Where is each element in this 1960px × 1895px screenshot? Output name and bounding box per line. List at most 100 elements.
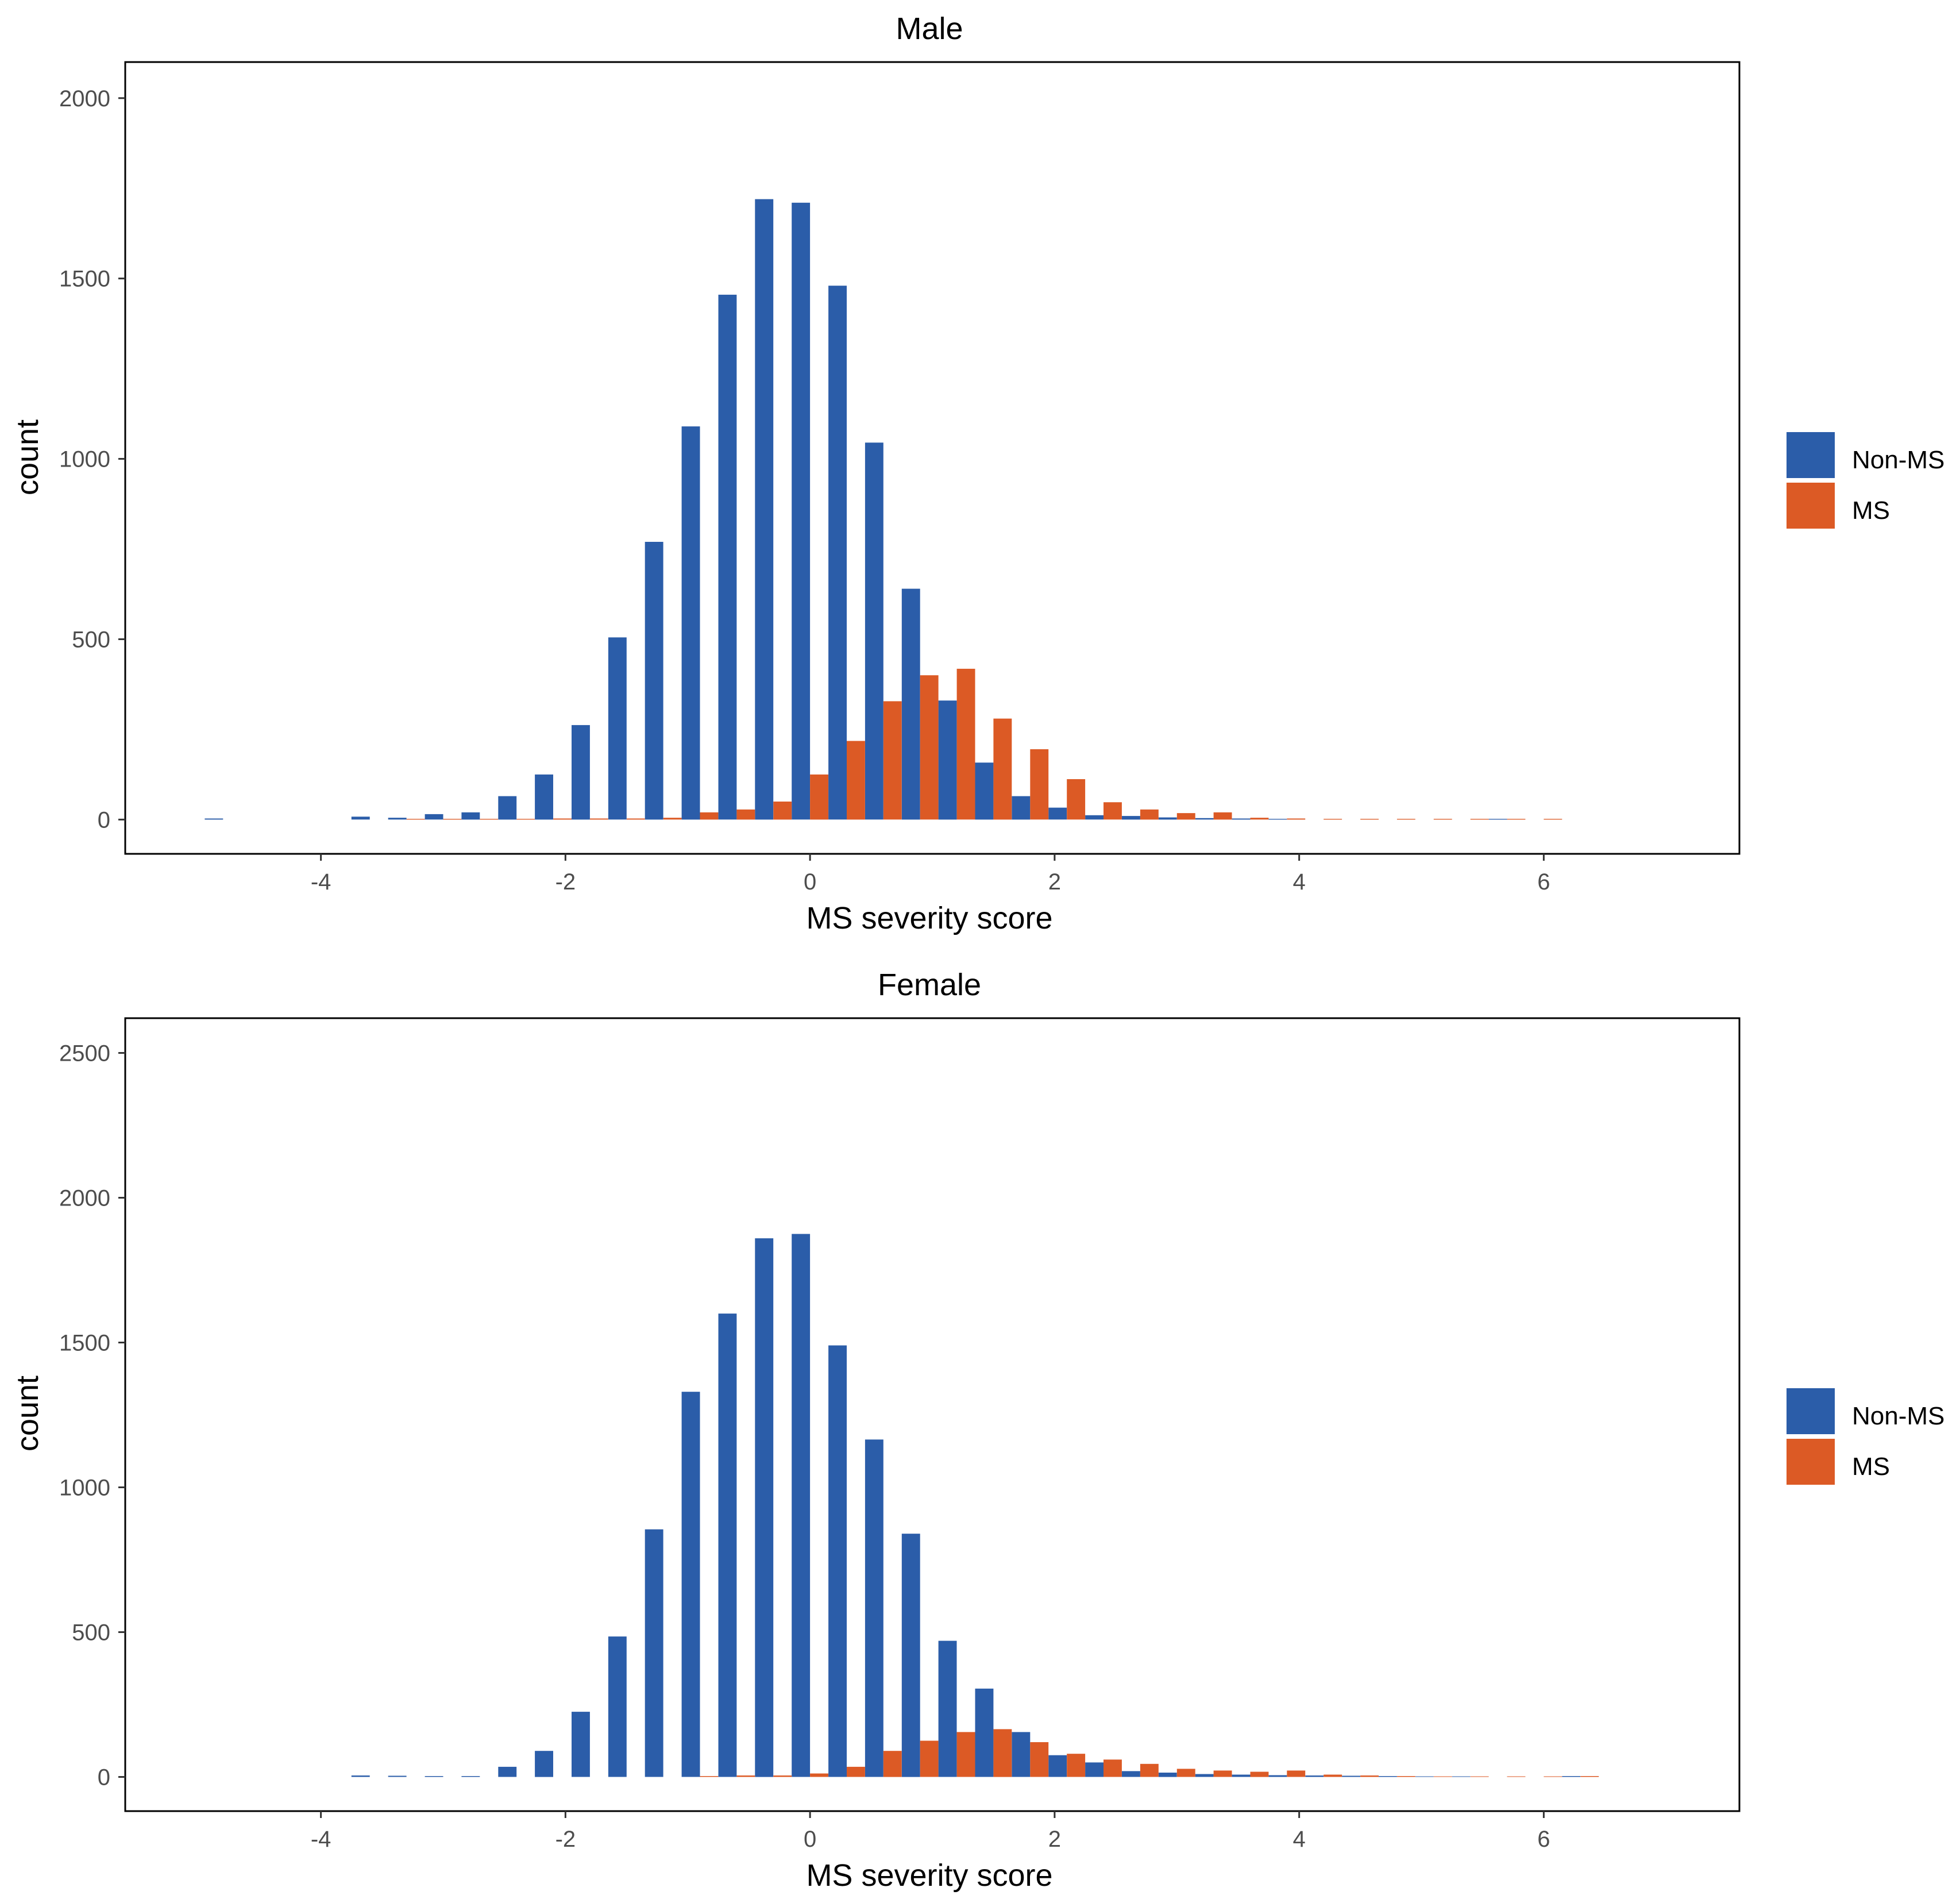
male-bar-ms-9 [553,818,572,820]
female-bar-ms-25 [1287,1770,1306,1777]
female-bar-non-ms-22 [1158,1773,1177,1777]
male-bar-ms-22 [1030,749,1049,820]
female-legend-key-non-ms [1787,1388,1835,1434]
female-bar-ms-24 [1250,1771,1269,1777]
female-bar-non-ms-13 [828,1345,847,1777]
female-bar-non-ms-7 [608,1636,627,1777]
female-bar-non-ms-12 [792,1234,811,1777]
female-bar-non-ms-16 [938,1640,957,1777]
female-bar-non-ms-15 [901,1534,920,1777]
male-bar-ms-18 [883,701,902,820]
male-x-axis: -4 -2 0 2 4 6 [311,854,1550,895]
female-panel: Female -4 -2 0 2 4 6 0 500 1000 1500 2000 2500 MS … [10,968,1944,1893]
male-bar-non-ms-0 [205,818,223,820]
male-bar-ms-25 [1140,809,1159,820]
male-legend-label-ms: MS [1852,496,1890,525]
female-y-tick-label: 1500 [59,1330,110,1355]
male-bar-non-ms-27 [1195,818,1214,820]
male-bar-non-ms-16 [792,202,811,820]
female-chart-title: Female [878,968,981,1002]
female-bar-non-ms-2 [425,1776,443,1777]
female-bar-non-ms-21 [1122,1771,1140,1777]
male-bar-ms-27 [1213,812,1232,820]
female-x-tick-label: -2 [555,1827,576,1852]
male-x-tick-label: 2 [1048,869,1061,895]
male-x-tick-label: -2 [555,869,576,895]
female-x-tick-label: 4 [1293,1827,1306,1852]
male-bar-non-ms-15 [755,199,774,820]
male-bar-non-ms-5 [388,818,407,820]
female-bar-ms-33 [1580,1776,1599,1777]
female-bars [351,1234,1599,1777]
female-legend: Non-MS MS [1787,1388,1944,1485]
male-bar-non-ms-28 [1232,818,1251,820]
male-bars [205,199,1562,820]
male-bar-non-ms-6 [425,814,443,820]
female-bar-ms-27 [1360,1775,1379,1777]
female-bar-ms-10 [736,1775,755,1777]
female-bar-ms-18 [1030,1742,1049,1777]
female-x-tick-label: 2 [1048,1827,1061,1852]
male-bar-non-ms-21 [975,762,994,820]
male-bar-non-ms-19 [901,588,920,820]
female-bar-non-ms-27 [1342,1775,1360,1777]
male-x-tick-label: 4 [1293,869,1306,895]
female-bar-non-ms-11 [755,1238,774,1777]
female-bar-non-ms-3 [461,1776,480,1777]
female-bar-ms-20 [1104,1759,1122,1777]
male-bar-non-ms-26 [1158,817,1177,820]
male-legend-key-non-ms [1787,432,1835,478]
female-bar-non-ms-5 [535,1751,553,1777]
female-bar-non-ms-28 [1379,1776,1397,1777]
male-bar-non-ms-14 [718,294,737,820]
female-y-tick-label: 2000 [59,1185,110,1211]
male-y-tick-label: 1500 [59,267,110,292]
male-bar-non-ms-11 [608,637,627,820]
female-bar-ms-9 [700,1776,719,1777]
male-bar-non-ms-10 [572,725,590,820]
male-bar-non-ms-12 [645,542,663,820]
male-bar-ms-10 [589,818,608,820]
female-bar-ms-16 [956,1732,975,1777]
female-y-tick-label: 2500 [59,1041,110,1066]
male-bar-ms-29 [1287,818,1306,820]
male-bar-non-ms-7 [461,812,480,820]
male-bar-non-ms-20 [938,700,957,820]
female-bar-ms-13 [847,1766,865,1777]
female-bar-non-ms-0 [351,1775,370,1777]
male-y-tick-label: 500 [72,627,110,652]
male-y-tick-label: 2000 [59,86,110,111]
male-plot-frame [124,61,1741,855]
male-legend-label-non-ms: Non-MS [1852,446,1944,474]
male-bar-non-ms-23 [1048,807,1067,820]
male-bar-ms-23 [1067,779,1086,820]
female-bar-non-ms-8 [645,1529,663,1777]
female-x-tick-label: -4 [311,1827,331,1852]
male-bar-ms-26 [1176,813,1195,820]
male-y-tick-label: 0 [98,807,110,833]
male-bar-ms-21 [993,718,1012,820]
female-bar-non-ms-25 [1268,1775,1287,1777]
female-legend-label-ms: MS [1852,1453,1890,1481]
female-bar-non-ms-18 [1012,1732,1031,1777]
male-bar-non-ms-9 [535,774,553,820]
male-bar-non-ms-24 [1085,815,1104,820]
female-legend-label-non-ms: Non-MS [1852,1402,1944,1430]
male-bar-non-ms-25 [1122,816,1140,820]
male-bar-non-ms-17 [828,286,847,820]
female-bar-non-ms-19 [1048,1755,1067,1777]
female-bar-non-ms-17 [975,1688,994,1777]
female-x-tick-label: 6 [1537,1827,1550,1852]
female-x-axis-label: MS severity score [806,1858,1052,1893]
female-bar-non-ms-4 [498,1766,517,1777]
male-bar-non-ms-8 [498,796,517,820]
female-bar-non-ms-23 [1195,1774,1214,1777]
male-bar-ms-28 [1250,818,1269,820]
male-x-tick-label: 0 [804,869,816,895]
female-bar-ms-12 [810,1773,828,1777]
male-bar-non-ms-4 [351,816,370,820]
female-bar-non-ms-1 [388,1775,407,1777]
female-bar-ms-28 [1396,1776,1415,1777]
male-bar-non-ms-18 [865,442,883,820]
female-bar-ms-22 [1176,1769,1195,1777]
